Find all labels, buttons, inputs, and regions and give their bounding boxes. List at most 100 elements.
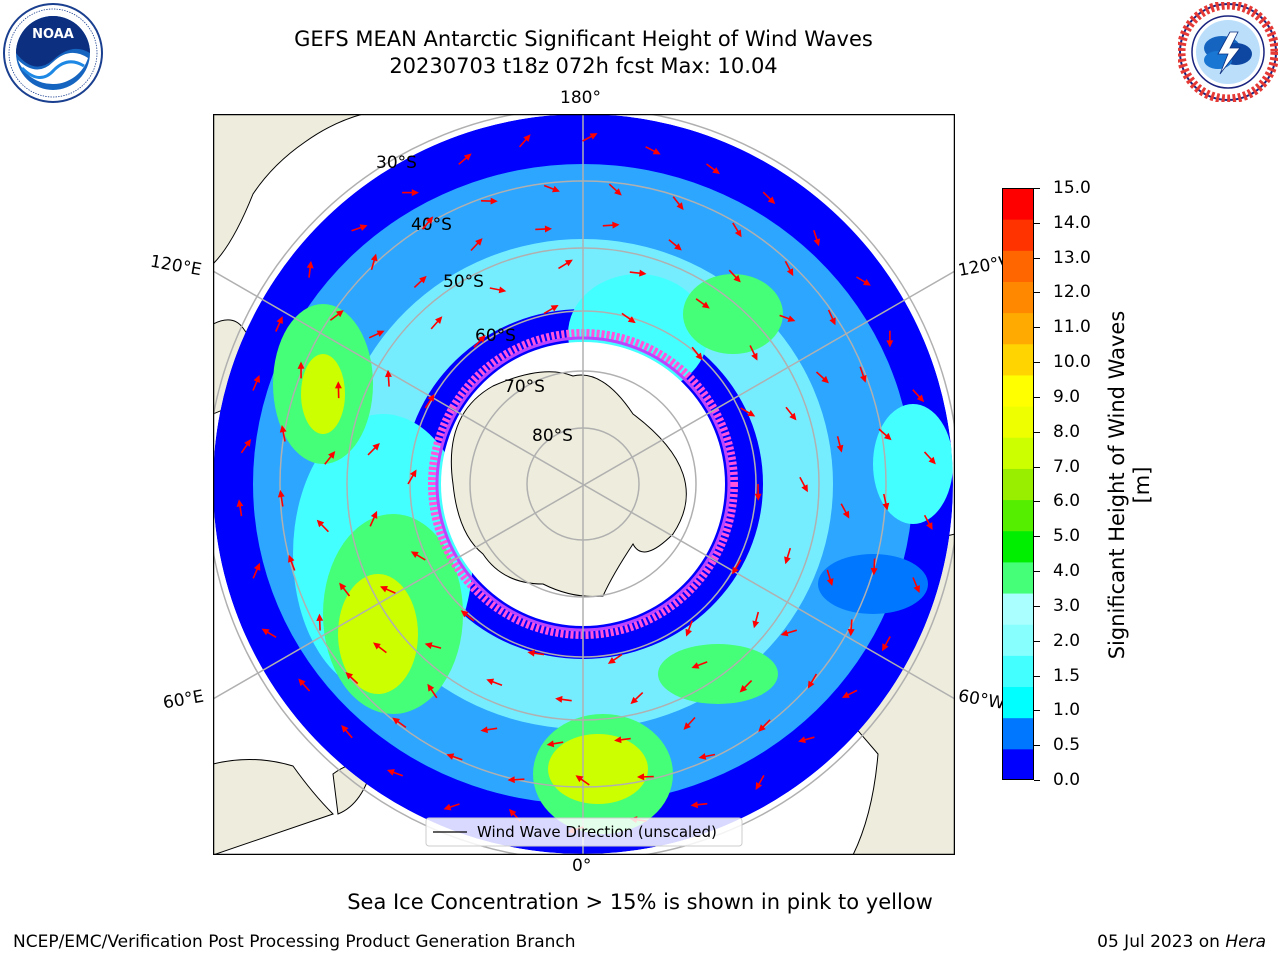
footer-right: 05 Jul 2023 on Hera bbox=[1097, 932, 1266, 952]
wind-wave-arrowhead bbox=[498, 286, 507, 294]
noaa-logo-text: NOAA bbox=[32, 27, 74, 42]
wind-wave-arrowhead bbox=[767, 196, 776, 204]
colorbar-tick-label: 3.0 bbox=[1053, 595, 1081, 616]
wind-wave-arrowhead bbox=[328, 451, 336, 459]
colorbar-tick-label: 7.0 bbox=[1053, 456, 1081, 477]
wind-wave-arrowhead bbox=[341, 725, 349, 733]
wave-field-blob bbox=[301, 354, 345, 434]
graticule bbox=[213, 114, 955, 855]
latitude-label-80s: 80°S bbox=[532, 426, 573, 446]
wind-wave-arrowhead bbox=[695, 352, 703, 361]
wind-wave-arrowhead bbox=[288, 554, 295, 563]
wind-wave-arrowhead bbox=[780, 629, 789, 637]
wind-wave-arrowhead bbox=[359, 224, 368, 231]
wind-wave-arrowhead bbox=[298, 678, 306, 687]
wind-wave-arrowhead bbox=[508, 808, 517, 817]
latitude-labels: 30°S 40°S 50°S 60°S 70°S 80°S bbox=[376, 153, 573, 446]
wind-wave-arrowhead bbox=[886, 340, 894, 348]
southern-africa-land bbox=[213, 759, 334, 855]
colorbar-tick-label: 1.0 bbox=[1053, 700, 1081, 721]
wind-wave-arrowhead bbox=[339, 582, 347, 591]
wind-wave-arrowhead bbox=[555, 695, 563, 703]
wind-wave-arrowhead bbox=[551, 185, 560, 193]
wind-wave-arrowhead bbox=[316, 519, 325, 528]
wind-wave-arrowhead bbox=[523, 134, 531, 142]
wind-wave-arrowhead bbox=[550, 305, 559, 312]
sea-ice-note: Sea Ice Concentration > 15% is shown in … bbox=[347, 890, 933, 914]
colorbar-tick-mark bbox=[1034, 745, 1040, 747]
wind-wave-arrowhead bbox=[297, 361, 305, 369]
wind-wave-arrowhead bbox=[460, 610, 469, 618]
wind-wave-arrowhead bbox=[754, 493, 762, 501]
longitude-label-0: 0° bbox=[572, 856, 592, 876]
wind-wave-arrowhead bbox=[612, 221, 620, 229]
wind-wave-arrowhead bbox=[384, 369, 392, 378]
wind-wave-arrowhead bbox=[787, 315, 796, 322]
colorbar-tick-label: 15.0 bbox=[1053, 178, 1091, 198]
colorbar-tick-mark bbox=[1034, 327, 1040, 329]
wind-wave-arrowhead bbox=[589, 133, 598, 140]
wind-wave-arrowhead bbox=[913, 585, 920, 593]
colorbar-tick-mark bbox=[1034, 396, 1040, 398]
wind-wave-arrowhead bbox=[784, 556, 791, 565]
colorbar-tick-label: 1.5 bbox=[1053, 665, 1081, 686]
colorbar-tick-mark bbox=[1034, 466, 1040, 468]
colorbar-segment bbox=[1002, 748, 1034, 780]
wind-wave-arrowhead bbox=[277, 489, 285, 498]
legend-label: Wind Wave Direction (unscaled) bbox=[477, 823, 717, 841]
colorbar-tick-label: 5.0 bbox=[1053, 526, 1081, 547]
wind-wave-arrowhead bbox=[370, 253, 378, 262]
wind-wave-arrowhead bbox=[826, 578, 834, 587]
colorbar-segment bbox=[1002, 624, 1034, 656]
wind-wave-arrowhead bbox=[507, 776, 515, 784]
wind-wave-arrowhead bbox=[755, 782, 763, 790]
wind-wave-arrowhead bbox=[386, 769, 395, 776]
wind-wave-arrowhead bbox=[527, 649, 535, 657]
wind-wave-arrowhead bbox=[575, 775, 584, 783]
wind-wave-arrowhead bbox=[435, 316, 443, 324]
colorbar-segment bbox=[1002, 188, 1034, 220]
footer-machine: Hera bbox=[1225, 932, 1266, 952]
colorbar-tick-label: 10.0 bbox=[1053, 352, 1091, 373]
wind-wave-arrowhead bbox=[798, 736, 806, 744]
wind-wave-arrowhead bbox=[279, 425, 287, 433]
latitude-label-60s: 60°S bbox=[475, 326, 516, 346]
wind-wave-arrowhead bbox=[690, 801, 699, 809]
wind-wave-arrowhead bbox=[478, 335, 486, 343]
chart-subtitle: 20230703 t18z 072h fcst Max: 10.04 bbox=[389, 54, 778, 78]
wind-wave-arrowhead bbox=[862, 278, 871, 286]
wind-wave-arrowhead bbox=[261, 628, 270, 636]
colorbar-segment bbox=[1002, 312, 1034, 345]
wind-wave-arrowhead bbox=[883, 432, 892, 441]
colorbar-tick-mark bbox=[1034, 222, 1040, 224]
wind-wave-arrowhead bbox=[821, 375, 829, 384]
latitude-label-40s: 40°S bbox=[411, 215, 452, 235]
wind-wave-arrowhead bbox=[751, 352, 758, 361]
wave-field-blob bbox=[338, 574, 418, 694]
wind-wave-arrowhead bbox=[411, 189, 419, 197]
colorbar-tick-mark bbox=[1034, 431, 1040, 433]
latitude-label-70s: 70°S bbox=[504, 377, 545, 397]
wind-wave-arrowhead bbox=[334, 381, 342, 389]
wind-wave-arrowhead bbox=[928, 456, 936, 465]
colorbar-segment bbox=[1002, 686, 1034, 719]
wind-wave-arrowhead bbox=[747, 410, 756, 417]
colorbar-tick-mark bbox=[1034, 362, 1040, 364]
wind-wave-arrowhead bbox=[758, 724, 766, 732]
wind-wave-arrowhead bbox=[882, 502, 890, 511]
wind-wave-arrowhead bbox=[701, 301, 710, 309]
wind-wave-arrowhead bbox=[739, 685, 748, 693]
colorbar-tick-mark bbox=[1034, 188, 1040, 189]
wind-wave-arrowhead bbox=[786, 268, 794, 277]
wind-wave-arrowhead bbox=[698, 753, 707, 760]
wind-wave-arrowhead bbox=[691, 662, 700, 669]
colorbar-segment bbox=[1002, 437, 1034, 469]
wind-wave-arrowhead bbox=[253, 562, 261, 571]
wind-wave-arrowhead bbox=[410, 551, 419, 559]
wind-wave-arrowhead bbox=[639, 269, 647, 277]
wind-wave-arrowhead bbox=[427, 683, 435, 692]
wind-wave-arrowhead bbox=[490, 197, 498, 205]
colorbar-segment bbox=[1002, 561, 1034, 594]
wind-wave-arrowhead bbox=[734, 229, 742, 238]
longitude-label-60e: 60°E bbox=[161, 686, 206, 714]
